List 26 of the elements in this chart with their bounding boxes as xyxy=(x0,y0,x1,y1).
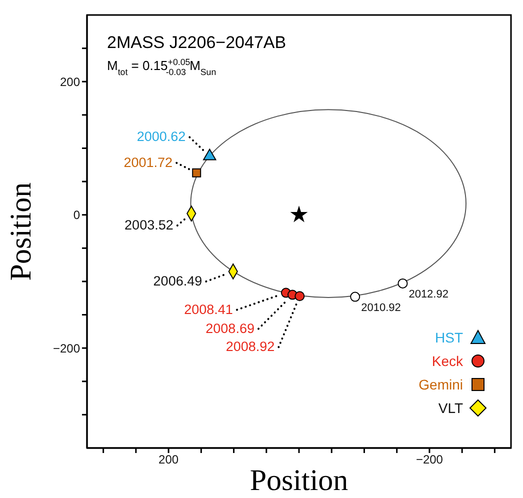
annotation: 2008.69 xyxy=(206,320,254,336)
legend-label: Gemini xyxy=(418,376,463,392)
text: M$_{tot}$ = 0.15$^{+0.05}$$_{-0.03}$ M$_{Sun}$ xyxy=(107,57,216,77)
y-tick-label: 200 xyxy=(60,74,80,89)
annotation: 2000.62 xyxy=(136,129,186,144)
point xyxy=(350,292,360,302)
y-axis-title: Position xyxy=(4,182,38,281)
legend-label: Keck xyxy=(432,353,464,369)
point xyxy=(291,206,307,222)
legend-label: HST xyxy=(435,330,464,346)
annotation: 2010.92 xyxy=(361,302,401,314)
point xyxy=(203,148,216,160)
text: 2MASS J2206−2047AB xyxy=(107,33,286,52)
x-axis-title: Position xyxy=(250,464,348,497)
point xyxy=(398,278,408,288)
annotation: 2012.92 xyxy=(408,288,448,300)
y-tick-label: −200 xyxy=(52,341,80,356)
annotation: 2003.52 xyxy=(124,218,174,233)
annotation: 2001.72 xyxy=(124,154,173,170)
annotation: 2008.41 xyxy=(184,302,233,317)
point xyxy=(294,291,305,302)
annotation: 2006.49 xyxy=(153,273,202,288)
annotation: 2008.92 xyxy=(226,339,275,354)
legend-label: VLT xyxy=(438,400,464,416)
point xyxy=(192,168,202,178)
y-tick-label: 0 xyxy=(73,208,80,222)
